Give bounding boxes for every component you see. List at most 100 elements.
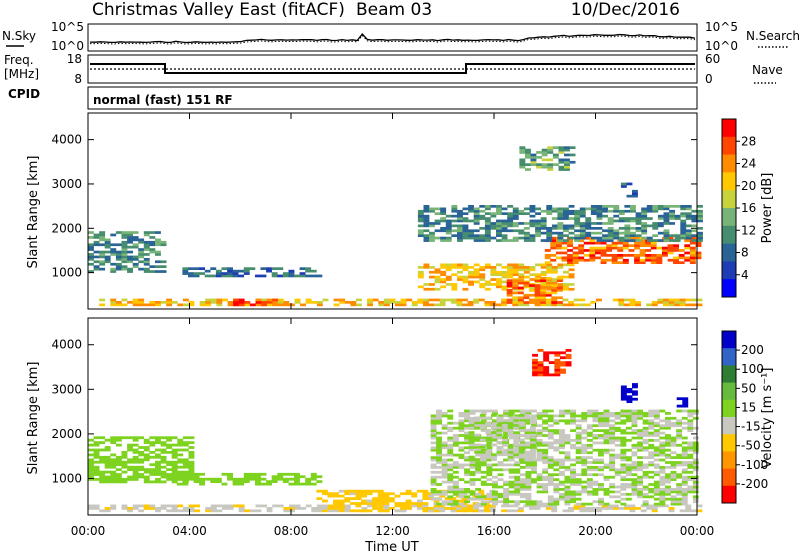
heatmap-cell — [598, 458, 604, 462]
colorbar-swatch — [722, 434, 736, 452]
heatmap-cell — [255, 477, 261, 481]
colorbar-tick-label: 16 — [741, 201, 756, 215]
heatmap-cell — [305, 301, 312, 304]
heatmap-cell — [546, 287, 553, 291]
heatmap-cell — [155, 260, 161, 264]
heatmap-cell — [496, 239, 502, 242]
heatmap-cell — [440, 207, 447, 211]
heatmap-cell — [260, 482, 267, 486]
heatmap-cell — [568, 263, 575, 267]
heatmap-cell — [551, 286, 558, 290]
heatmap-cell — [99, 243, 106, 247]
colorbar-tick-label: 100 — [741, 362, 764, 376]
heatmap-cell — [255, 482, 261, 486]
heatmap-cell — [171, 504, 178, 508]
heatmap-cell — [289, 303, 295, 307]
heatmap-cell — [559, 495, 565, 499]
heatmap-cell — [620, 436, 627, 440]
heatmap-cell — [625, 456, 632, 459]
heatmap-cell — [473, 239, 480, 242]
heatmap-cell — [572, 256, 579, 260]
heatmap-cell — [674, 298, 681, 302]
heatmap-cell — [525, 441, 532, 445]
heatmap-cell — [687, 424, 694, 428]
heatmap-cell — [631, 409, 638, 413]
heatmap-cell — [547, 151, 554, 154]
heatmap-cell — [110, 478, 117, 481]
heatmap-cell — [182, 298, 189, 302]
heatmap-cell — [266, 482, 272, 486]
heatmap-cell — [546, 285, 553, 289]
heatmap-cell — [99, 298, 106, 302]
heatmap-cell — [648, 463, 655, 467]
heatmap-cell — [613, 234, 620, 237]
heatmap-cell — [676, 500, 683, 504]
heatmap-cell — [490, 227, 497, 230]
heatmap-cell — [559, 473, 565, 477]
heatmap-cell — [614, 490, 621, 494]
heatmap-cell — [496, 419, 503, 422]
heatmap-cell — [598, 473, 604, 477]
heatmap-cell — [513, 453, 520, 457]
heatmap-cell — [496, 231, 502, 235]
heatmap-cell — [631, 490, 638, 494]
heatmap-cell — [581, 458, 588, 462]
heatmap-cell — [559, 492, 565, 496]
heatmap-cell — [537, 349, 544, 352]
heatmap-cell — [143, 303, 150, 307]
heatmap-cell — [88, 507, 94, 510]
heatmap-cell — [547, 475, 554, 479]
heatmap-cell — [238, 480, 245, 483]
heatmap-cell — [423, 283, 430, 286]
heatmap-cell — [543, 353, 550, 357]
heatmap-cell — [624, 231, 631, 235]
heatmap-cell — [255, 480, 261, 483]
heatmap-cell — [121, 298, 128, 302]
heatmap-cell — [564, 158, 570, 162]
heatmap-cell — [138, 460, 145, 464]
heatmap-cell — [110, 470, 117, 474]
heatmap-cell — [523, 231, 530, 235]
heatmap-cell — [177, 453, 184, 457]
heatmap-cell — [542, 429, 549, 432]
heatmap-cell — [199, 472, 205, 476]
colorbar-swatch — [722, 154, 736, 173]
heatmap-cell — [563, 207, 569, 211]
heatmap-cell — [127, 270, 133, 273]
heatmap-cell — [182, 475, 189, 479]
heatmap-cell — [523, 236, 530, 240]
heatmap-cell — [667, 251, 674, 255]
heatmap-cell — [277, 504, 284, 508]
heatmap-cell — [467, 303, 474, 307]
heatmap-cell — [691, 209, 698, 213]
heatmap-cell — [592, 429, 599, 432]
heatmap-cell — [99, 255, 106, 259]
heatmap-cell — [155, 436, 161, 440]
heatmap-cell — [205, 301, 212, 304]
heatmap-cell — [132, 475, 139, 479]
heatmap-cell — [143, 455, 150, 459]
heatmap-cell — [507, 423, 514, 427]
heatmap-cell — [233, 303, 239, 307]
heatmap-cell — [149, 507, 156, 510]
heatmap-cell — [653, 453, 660, 457]
heatmap-cell — [305, 482, 312, 486]
heatmap-cell — [653, 431, 660, 435]
heatmap-cell — [255, 509, 262, 513]
heatmap-cell — [517, 298, 524, 302]
heatmap-cell — [689, 261, 696, 264]
heatmap-cell — [166, 446, 173, 449]
heatmap-cell — [624, 236, 631, 240]
heatmap-cell — [547, 414, 554, 418]
heatmap-cell — [598, 429, 604, 432]
heatmap-cell — [503, 409, 509, 413]
heatmap-cell — [311, 507, 318, 510]
heatmap-cell — [687, 490, 694, 494]
heatmap-cell — [451, 209, 458, 213]
heatmap-cell — [659, 483, 666, 486]
heatmap-cell — [115, 436, 122, 440]
heatmap-cell — [464, 419, 470, 423]
heatmap-cell — [623, 504, 630, 508]
heatmap-cell — [634, 254, 640, 257]
